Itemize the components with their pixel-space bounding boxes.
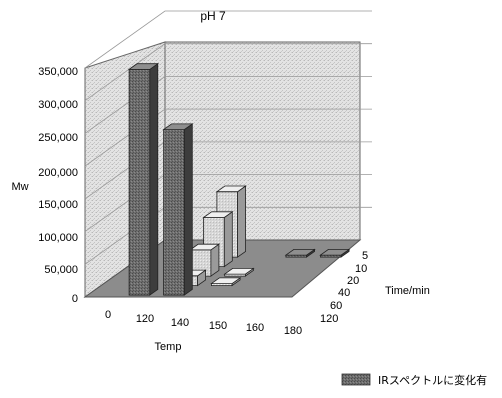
temp-tick-label: 160 [246,322,264,334]
time-tick-label: 60 [330,300,342,312]
time-tick-labels: 5 10 20 40 60 120 [320,250,368,325]
bar-front-face [128,69,151,296]
temp-tick-label: 120 [136,313,154,325]
temp-tick-label: 0 [105,309,111,321]
bar-top-face [215,185,247,193]
temp-tick-label: 180 [284,325,302,337]
bar-side-face [223,211,233,268]
temp-tick-labels: 0 120 140 150 160 180 [105,309,302,337]
legend-swatch [341,373,371,386]
temp-tick-label: 140 [171,317,189,329]
gridline [84,10,372,69]
y-tick-label: 200,000 [38,167,78,179]
legend-label: IRスペクトルに変化有 [378,373,487,387]
gridline [84,108,372,167]
y-tick-label: 0 [72,293,78,305]
y-tick-label: 350,000 [38,66,78,78]
bar-top-face [319,248,351,256]
z-axis-label: Time/min [385,285,430,297]
y-tick-label: 100,000 [38,232,78,244]
bar [319,248,351,258]
bar [284,248,316,258]
bar-side-face [237,185,247,258]
bar-top-face [162,123,194,131]
bar [127,62,160,296]
chart-title: pH 7 [200,9,226,23]
y-tick-label: 150,000 [38,199,78,211]
bars [127,62,351,296]
y-tick-label: 300,000 [38,99,78,111]
y-tick-labels: 0 50,000 100,000 150,000 200,000 250,000… [38,66,78,305]
time-tick-label: 5 [362,250,368,262]
bar-top-face [188,243,221,251]
y-tick-label: 250,000 [38,132,78,144]
bar-top-face [210,277,242,285]
bar-top-face [284,248,316,256]
bar [223,267,255,277]
x-axis-label: Temp [155,341,182,353]
gridlines [84,10,372,265]
bar-top-face [127,63,160,70]
time-tick-label: 40 [338,287,350,299]
bar [162,123,194,296]
bar-side-face [149,62,159,296]
bar [210,277,242,287]
legend: IRスペクトルに変化有 [341,373,487,387]
bar-top-face [202,211,234,218]
time-tick-label: 120 [320,313,338,325]
back-wall [164,41,361,241]
y-axis-label: Mw [11,181,28,193]
bar-side-face [183,123,193,296]
gridline [84,76,372,134]
gridline [84,43,372,102]
bar-front-face [163,129,185,296]
time-tick-label: 10 [355,263,367,275]
temp-tick-label: 150 [209,320,227,332]
y-tick-label: 50,000 [44,264,78,276]
time-tick-label: 20 [347,275,359,287]
bar-top-face [223,267,255,275]
